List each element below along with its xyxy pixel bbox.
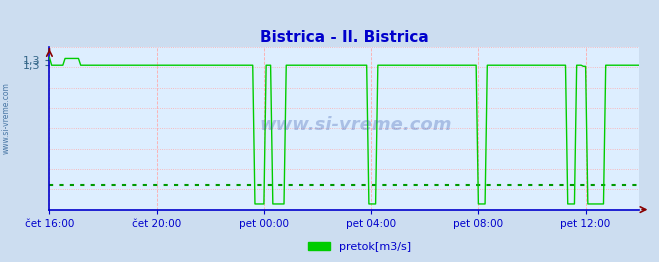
Title: Bistrica - Il. Bistrica: Bistrica - Il. Bistrica [260,30,429,45]
Text: www.si-vreme.com: www.si-vreme.com [2,82,11,154]
Legend: pretok[m3/s]: pretok[m3/s] [303,238,415,256]
Text: www.si-vreme.com: www.si-vreme.com [260,116,452,134]
